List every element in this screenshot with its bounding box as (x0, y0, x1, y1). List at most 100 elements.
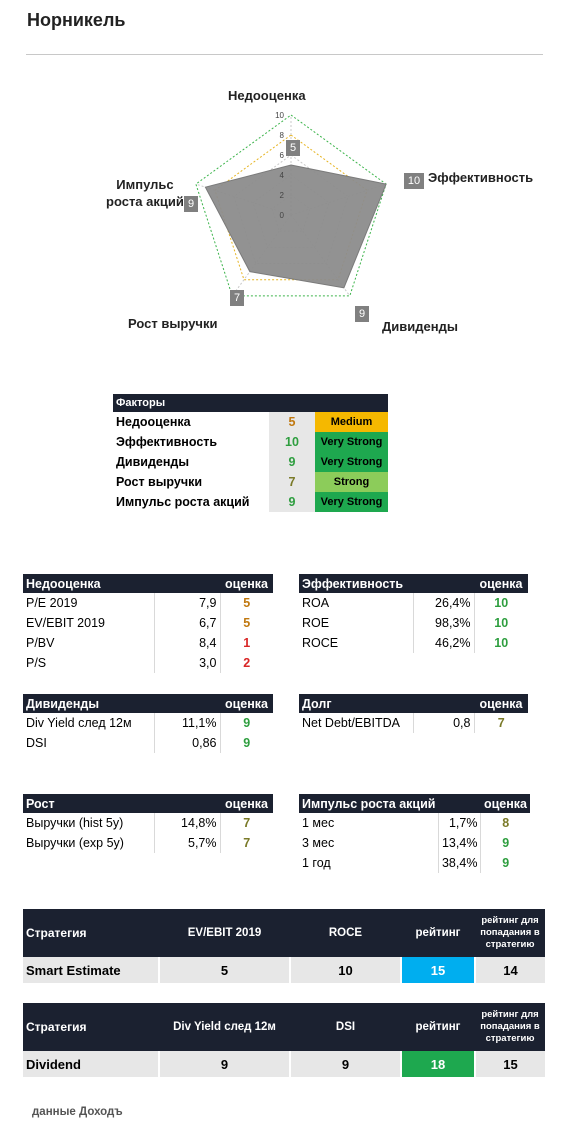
metric-value: 0,86 (153, 733, 220, 753)
factor-name: Недооценка (116, 415, 191, 429)
metric-value: 5,7% (153, 833, 220, 853)
metric-score: 10 (473, 613, 528, 633)
strategy-metric2-header: DSI (290, 1003, 401, 1051)
metric-name: Net Debt/EBITDA (302, 716, 400, 730)
strategy-header: Стратегия (23, 909, 159, 957)
metric-score: 7 (219, 813, 273, 833)
page-title: Норникель (27, 10, 126, 30)
momentum-score-header: оценка (480, 794, 530, 813)
radar-area (204, 164, 387, 289)
undervaluation-header: Недооценка (23, 574, 154, 593)
metric-score: 9 (219, 713, 273, 733)
metric-score: 7 (219, 833, 273, 853)
metric-score: 9 (480, 853, 530, 873)
strategy-metric2-value: 10 (289, 957, 401, 983)
radar-value-undervaluation: 5 (286, 140, 300, 156)
radar-axis-label-momentum-line1: Импульс (116, 177, 174, 192)
metric-score: 9 (219, 733, 273, 753)
metric-value: 1,7% (437, 813, 481, 833)
metric-value: 26,4% (412, 593, 474, 613)
growth-table: Рост оценка Выручки (hist 5y) 14,8% 7 Выруч… (23, 794, 273, 853)
metric-value: 13,4% (437, 833, 481, 853)
radar-value-dividends: 9 (355, 306, 369, 322)
radar-chart: 0 2 4 6 8 10 (195, 111, 387, 297)
factor-rating: Strong (315, 472, 388, 492)
radar-axis-label-efficiency: Эффективность (428, 170, 534, 185)
factor-name: Дивиденды (116, 455, 190, 469)
metric-score: 1 (219, 633, 273, 653)
metric-value: 0,8 (412, 713, 474, 733)
metric-name: P/S (26, 656, 47, 670)
debt-score-header: оценка (474, 694, 528, 713)
factor-rating: Very Strong (315, 452, 388, 472)
momentum-table: Импульс роста акций оценка 1 мес 1,7% 8 3 м… (299, 794, 530, 873)
strategy-threshold-value: 15 (474, 1051, 545, 1077)
metric-score: 5 (219, 613, 273, 633)
radar-axis-label-dividends: Дивиденды (382, 319, 458, 334)
metric-score: 9 (480, 833, 530, 853)
metric-name: P/E 2019 (26, 596, 78, 610)
radar-ring (195, 114, 387, 297)
debt-table: Долг оценка Net Debt/EBITDA 0,8 7 (299, 694, 528, 733)
strategy-smart-estimate-table: Стратегия EV/EBIT 2019 ROCE рейтинг рейт… (23, 909, 545, 983)
dividends-score-header: оценка (220, 694, 273, 713)
metric-name: ROA (302, 596, 330, 610)
radar-value-momentum: 9 (184, 196, 198, 212)
debt-header: Долг (299, 694, 413, 713)
efficiency-table: Эффективность оценка ROA 26,4% 10 ROE 98,3% 1… (299, 574, 528, 653)
factor-rating: Very Strong (315, 432, 388, 452)
strategy-threshold-header: рейтинг для попадания в стратегию (475, 909, 545, 957)
growth-header: Рост (23, 794, 154, 813)
radar-value-revenue-growth: 7 (230, 290, 244, 306)
factor-rating: Medium (315, 412, 388, 432)
undervaluation-table: Недооценка оценка P/E 2019 7,9 5 EV/EBIT 20… (23, 574, 273, 673)
factor-score: 10 (269, 432, 315, 452)
factor-score: 7 (269, 472, 315, 492)
metric-value: 98,3% (412, 613, 474, 633)
momentum-header: Импульс роста акций (299, 794, 439, 813)
metric-value: 11,1% (153, 713, 220, 733)
strategy-metric2-header: ROCE (290, 909, 401, 957)
factor-score: 9 (269, 492, 315, 512)
divider (26, 54, 543, 55)
factor-score: 5 (269, 412, 315, 432)
strategy-name: Smart Estimate (23, 957, 159, 983)
radar-tick-label: 6 (280, 151, 285, 160)
metric-name: Выручки (exp 5y) (26, 836, 124, 850)
metric-score: 10 (473, 633, 528, 653)
metric-name: DSI (26, 736, 47, 750)
metric-value: 6,7 (153, 613, 220, 633)
strategy-rating-value: 18 (400, 1051, 475, 1077)
strategy-metric1-header: Div Yield след 12м (159, 1003, 290, 1051)
metric-name: ROE (302, 616, 330, 630)
metric-score: 2 (219, 653, 273, 673)
metric-name: ROCE (302, 636, 339, 650)
factor-name: Рост выручки (116, 475, 203, 489)
radar-axis-label-undervaluation: Недооценка (228, 88, 306, 103)
factor-rating: Very Strong (315, 492, 388, 512)
metric-value: 14,8% (153, 813, 220, 833)
metric-score: 7 (473, 713, 528, 733)
dividends-table: Дивиденды оценка Div Yield след 12м 11,1% 9… (23, 694, 273, 753)
strategy-metric2-value: 9 (289, 1051, 401, 1077)
strategy-rating-header: рейтинг (401, 909, 475, 957)
strategy-threshold-header: рейтинг для попадания в стратегию (475, 1003, 545, 1051)
radar-axis-label-revenue-growth: Рост выручки (128, 316, 218, 331)
efficiency-score-header: оценка (474, 574, 528, 593)
metric-name: Выручки (hist 5y) (26, 816, 124, 830)
factor-score: 9 (269, 452, 315, 472)
metric-name: 1 год (302, 856, 331, 870)
source-footer: данные Доходъ (32, 1106, 123, 1118)
radar-value-efficiency: 10 (404, 173, 424, 189)
strategy-dividend-table: Стратегия Div Yield след 12м DSI рейтинг… (23, 1003, 545, 1077)
metric-name: 3 мес (302, 836, 335, 850)
factors-table: Факторы Недооценка 5 Medium Эффективность 1… (113, 394, 388, 512)
radar-ticks: 0 2 4 6 8 10 (275, 111, 284, 220)
metric-value: 3,0 (153, 653, 220, 673)
metric-name: P/BV (26, 636, 55, 650)
radar-tick-label: 4 (280, 171, 285, 180)
radar-tick-label: 8 (280, 131, 285, 140)
metric-score: 8 (480, 813, 530, 833)
growth-score-header: оценка (220, 794, 273, 813)
factors-header: Факторы (113, 394, 388, 412)
